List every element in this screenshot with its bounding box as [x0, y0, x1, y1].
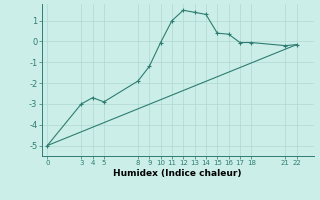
X-axis label: Humidex (Indice chaleur): Humidex (Indice chaleur)	[113, 169, 242, 178]
